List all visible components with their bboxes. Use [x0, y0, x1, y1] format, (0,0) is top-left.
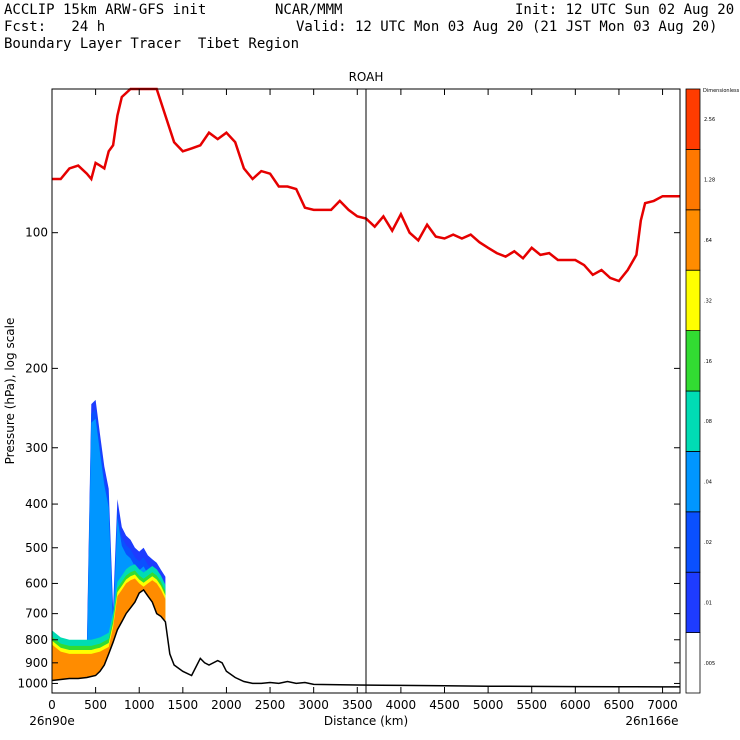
header-line1-left: ACCLIP 15km ARW-GFS init: [4, 2, 207, 18]
header-line1-right: Init: 12 UTC Sun 02 Aug 20: [515, 2, 735, 18]
tracer-band-level-3: [52, 418, 166, 681]
x-tick-label: 6500: [604, 698, 635, 712]
x-tick-label: 1000: [124, 698, 155, 712]
x-tick-label: 5000: [473, 698, 504, 712]
y-tick-label: 400: [25, 497, 48, 511]
y-tick-label: 200: [25, 361, 48, 375]
plot-frame: [51, 88, 681, 694]
colorbar-box: [685, 511, 701, 573]
x-tick-label: 0: [48, 698, 56, 712]
colorbar-level-label: .02: [704, 540, 712, 546]
x-tick-label: 5500: [516, 698, 547, 712]
y-tick-label: 1000: [17, 676, 48, 690]
colorbar-level-label: .04: [704, 480, 712, 486]
x-axis-label: Distance (km): [324, 714, 408, 728]
colorbar-title: Dimensionless: [703, 88, 740, 94]
colorbar-level-label: .64: [704, 238, 712, 244]
colorbar-box: [685, 571, 701, 634]
tracer-band-level-7: [52, 578, 166, 681]
header-line1-mid: NCAR/MMM: [275, 2, 343, 18]
colorbar-box: [685, 330, 701, 392]
y-tick-label: 800: [25, 633, 48, 647]
x-tick-label: 3000: [298, 698, 329, 712]
colorbar-level-label: .32: [704, 298, 712, 304]
x-tick-label: 4000: [386, 698, 417, 712]
tracer-shading: [52, 399, 166, 681]
colorbar-box: [685, 209, 701, 271]
x-end-label: 26n166e: [625, 714, 678, 728]
colorbar-box: [685, 148, 701, 211]
y-tick-label: 700: [25, 607, 48, 621]
y-tick-label: 500: [25, 541, 48, 555]
x-tick-label: 2500: [255, 698, 286, 712]
colorbar-level-label: 1.28: [704, 178, 715, 184]
header-line2-left: Fcst: 24 h: [4, 19, 106, 35]
chart-lines: [51, 87, 680, 693]
y-tick-label: 300: [25, 441, 48, 455]
colorbar: .005 .01 .02 .04 .08 .16 .32 .64 1.28 2.56 Dimensi…: [685, 88, 740, 694]
colorbar-box: [685, 390, 701, 452]
x-tick-label: 4500: [429, 698, 460, 712]
y-tick-label: 900: [25, 656, 48, 670]
colorbar-box: [685, 450, 701, 513]
header-line2-right: Valid: 12 UTC Mon 03 Aug 20 (21 JST Mon …: [296, 19, 718, 35]
colorbar-level-label: .16: [704, 359, 712, 365]
colorbar-level-label: .005: [704, 661, 715, 667]
chart-title: ROAH: [349, 70, 384, 84]
x-tick-label: 3500: [342, 698, 373, 712]
colorbar-level-label: 2.56: [704, 117, 715, 123]
colorbar-box: [685, 88, 701, 150]
y-tick-label: 600: [25, 576, 48, 590]
y-axis-label: Pressure (hPa), log scale: [3, 318, 17, 465]
x-start-label: 26n90e: [29, 714, 75, 728]
x-tick-label: 1500: [168, 698, 199, 712]
y-tick-label: 100: [25, 226, 48, 240]
terrain-line: [51, 588, 680, 688]
y-axis: 100 200 300 400 500 600 700 800 900 1000: [17, 226, 680, 690]
x-tick-label: 7000: [647, 698, 678, 712]
colorbar-box: [685, 632, 701, 694]
colorbar-level-label: .01: [704, 600, 712, 606]
x-tick-label: 500: [84, 698, 107, 712]
tropopause-line: [52, 87, 680, 283]
colorbar-level-label: .08: [704, 419, 712, 425]
header-line3-left: Boundary Layer Tracer Tibet Region: [4, 36, 300, 52]
x-axis: 0 500 1000 1500 2000 2500 3000 3500 4000 4500 5000…: [48, 89, 678, 712]
x-tick-label: 2000: [211, 698, 242, 712]
colorbar-box: [685, 269, 701, 332]
x-tick-label: 6000: [560, 698, 591, 712]
